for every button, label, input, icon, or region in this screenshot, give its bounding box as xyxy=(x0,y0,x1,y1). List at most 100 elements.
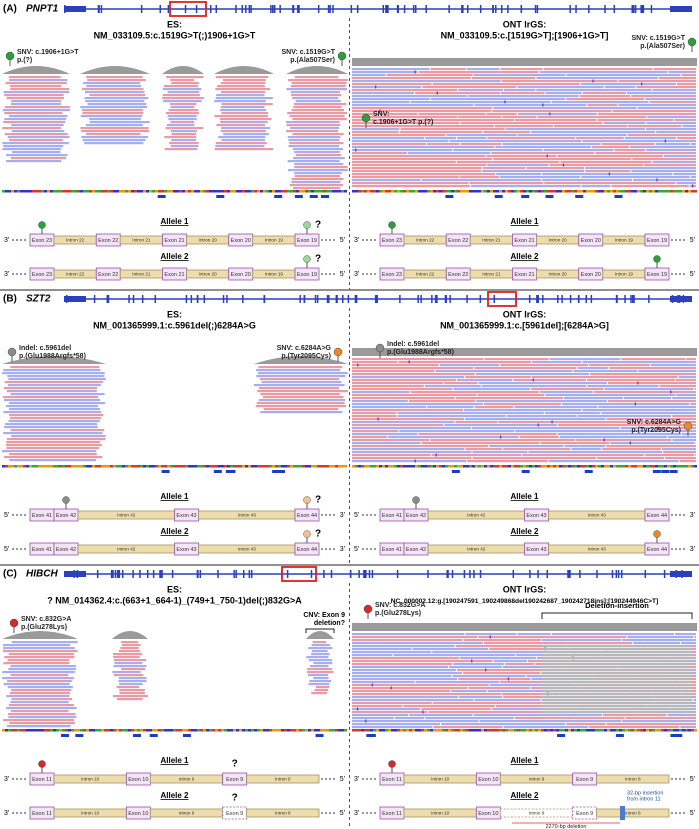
region-highlight xyxy=(487,291,517,307)
read xyxy=(528,451,663,454)
reference-sequence xyxy=(281,190,284,193)
read xyxy=(352,636,478,639)
gene-exon xyxy=(226,295,228,303)
variant-label: SNV: c.1519G>T xyxy=(281,49,335,56)
read xyxy=(352,427,471,430)
exon-label: Exon 20 xyxy=(231,272,251,278)
read-indel xyxy=(664,139,666,143)
variant-label: p.(Ala507Ser) xyxy=(640,43,685,50)
gene-exon xyxy=(561,295,563,303)
reference-sequence xyxy=(65,465,68,468)
reference-sequence xyxy=(143,465,146,468)
read xyxy=(694,636,696,639)
read xyxy=(465,376,531,379)
reference-sequence xyxy=(131,729,134,732)
read xyxy=(557,424,689,427)
allele-label: Allele 2 xyxy=(510,252,539,261)
read xyxy=(650,364,696,367)
read-indel xyxy=(414,459,416,463)
read xyxy=(256,402,345,405)
reference-sequence xyxy=(505,465,508,468)
reference-sequence xyxy=(433,190,436,193)
read xyxy=(663,155,696,158)
read xyxy=(597,119,674,122)
reference-sequence xyxy=(463,190,466,193)
reference-sequence xyxy=(182,465,185,468)
reference-sequence xyxy=(508,465,511,468)
intron xyxy=(499,808,574,818)
read xyxy=(585,167,696,170)
reference-sequence xyxy=(481,190,484,193)
intron xyxy=(596,808,670,818)
exon-label: Exon 9 xyxy=(576,811,593,817)
reference-sequence xyxy=(442,729,445,732)
reference-sequence xyxy=(239,465,242,468)
read xyxy=(294,163,344,166)
read xyxy=(119,689,145,692)
reference-sequence xyxy=(146,729,149,732)
reference-sequence xyxy=(376,190,379,193)
read xyxy=(286,130,339,133)
intron-label: Intron 22 xyxy=(416,272,435,277)
read xyxy=(655,143,690,146)
reference-sequence xyxy=(538,190,541,193)
reference-sequence xyxy=(565,190,568,193)
reference-sequence xyxy=(466,465,469,468)
read xyxy=(352,705,403,708)
reference-sequence xyxy=(643,465,646,468)
reference-sequence xyxy=(646,729,649,732)
read xyxy=(582,140,696,143)
read xyxy=(10,674,69,677)
read xyxy=(2,127,61,130)
read xyxy=(674,633,696,636)
reference-sequence xyxy=(2,729,5,732)
reference-sequence xyxy=(583,465,586,468)
read xyxy=(4,426,98,429)
reference-sequence xyxy=(490,729,493,732)
reference-sequence xyxy=(385,190,388,193)
read-deleted xyxy=(542,657,692,660)
read xyxy=(258,372,348,375)
reference-sequence xyxy=(341,465,344,468)
reference-sequence xyxy=(493,465,496,468)
exon-marker xyxy=(557,734,566,737)
reference-sequence xyxy=(448,465,451,468)
read xyxy=(352,137,425,140)
reference-sequence xyxy=(305,729,308,732)
reference-sequence xyxy=(32,465,35,468)
reference-sequence xyxy=(275,190,278,193)
reference-sequence xyxy=(224,190,227,193)
method-label: ONT lrGS: xyxy=(503,19,547,29)
read xyxy=(6,447,99,450)
read xyxy=(119,692,145,695)
read xyxy=(473,714,602,717)
read xyxy=(513,379,586,382)
read xyxy=(352,376,465,379)
read xyxy=(606,445,696,448)
exon-label: Exon 43 xyxy=(526,513,546,519)
reference-sequence xyxy=(77,190,80,193)
gene-exon xyxy=(64,571,86,577)
reference-sequence xyxy=(478,465,481,468)
read xyxy=(418,113,486,116)
read xyxy=(478,382,607,385)
gene-exon xyxy=(263,295,265,303)
reference-sequence xyxy=(221,729,224,732)
intron-label: Intron 8 xyxy=(625,777,641,782)
reference-sequence xyxy=(562,190,565,193)
read xyxy=(6,160,62,163)
reference-sequence xyxy=(86,729,89,732)
reference-sequence xyxy=(481,729,484,732)
reference-sequence xyxy=(583,729,586,732)
reference-sequence xyxy=(694,729,697,732)
reference-sequence xyxy=(131,190,134,193)
read xyxy=(500,681,574,684)
read xyxy=(495,705,577,708)
reference-sequence xyxy=(110,729,113,732)
read xyxy=(352,642,483,645)
read xyxy=(112,671,141,674)
reference-sequence xyxy=(427,465,430,468)
gene-exon xyxy=(578,295,580,303)
read-indel xyxy=(377,417,379,421)
read xyxy=(582,361,696,364)
